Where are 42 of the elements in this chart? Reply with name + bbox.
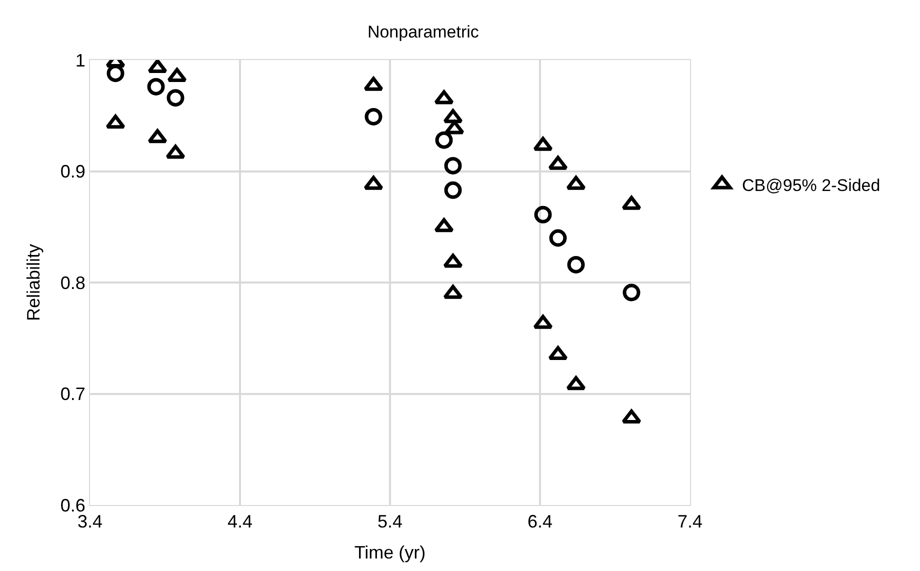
point	[533, 136, 553, 151]
x-tick-label: 5.4	[377, 512, 403, 532]
point	[444, 156, 462, 174]
point	[548, 346, 568, 360]
point	[444, 120, 464, 134]
point	[549, 229, 567, 247]
x-tick-label: 6.4	[527, 512, 553, 532]
point	[364, 108, 382, 126]
point	[444, 181, 462, 199]
legend-label: CB@95% 2-Sided	[742, 176, 880, 195]
point	[106, 114, 126, 129]
y-tick-label: 0.9	[60, 162, 86, 182]
point	[567, 256, 585, 274]
point	[147, 78, 165, 96]
y-tick-label: 1	[75, 50, 86, 70]
point	[166, 89, 184, 107]
chart-title: Nonparametric	[367, 22, 480, 42]
point	[364, 176, 384, 190]
point	[434, 218, 454, 232]
x-tick-label: 4.4	[227, 512, 253, 532]
point	[148, 129, 168, 144]
point	[364, 76, 384, 91]
point	[566, 376, 586, 390]
x-tick-label: 7.4	[677, 512, 703, 532]
point	[622, 284, 640, 302]
point	[566, 176, 586, 190]
y-tick-label: 0.8	[60, 272, 86, 293]
x-axis-title: Time (yr)	[354, 542, 426, 563]
point	[435, 131, 453, 149]
point	[533, 314, 553, 329]
point	[622, 409, 642, 424]
point	[534, 206, 552, 224]
point	[166, 144, 186, 159]
y-axis-title: Reliability	[24, 244, 44, 322]
point	[622, 196, 642, 210]
y-tick-label: 0.7	[60, 384, 86, 404]
point	[548, 156, 568, 170]
point	[167, 68, 187, 82]
point	[443, 284, 463, 299]
point	[443, 254, 463, 268]
point	[443, 109, 463, 124]
point	[434, 90, 454, 104]
